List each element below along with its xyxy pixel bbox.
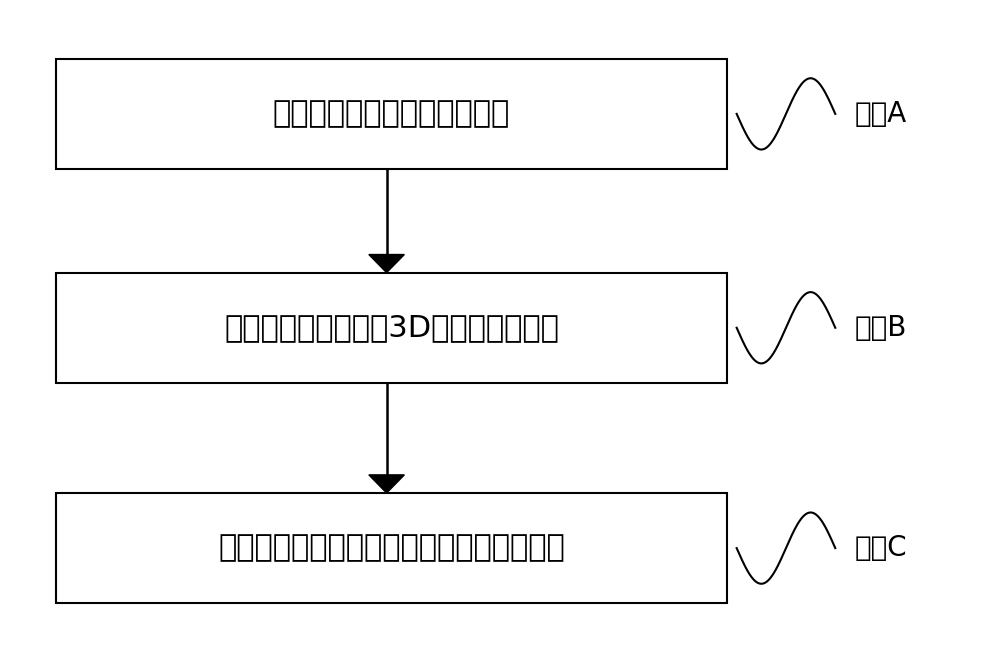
Text: 浆料配置，用于制备打印浆料: 浆料配置，用于制备打印浆料 <box>273 99 510 128</box>
Text: 素胚制备，用于通过3D打印机打印素胚: 素胚制备，用于通过3D打印机打印素胚 <box>224 313 559 342</box>
Bar <box>56 273 727 383</box>
Text: 步骤C: 步骤C <box>855 534 908 562</box>
Text: 步骤A: 步骤A <box>855 100 907 128</box>
Polygon shape <box>369 475 404 493</box>
Polygon shape <box>369 254 404 273</box>
Bar <box>56 493 727 603</box>
Text: 步骤B: 步骤B <box>855 314 907 342</box>
Text: 气氛烧结，用于居烧素胚得到多孔磁性陶瓷: 气氛烧结，用于居烧素胚得到多孔磁性陶瓷 <box>218 534 565 563</box>
Bar <box>56 59 727 169</box>
